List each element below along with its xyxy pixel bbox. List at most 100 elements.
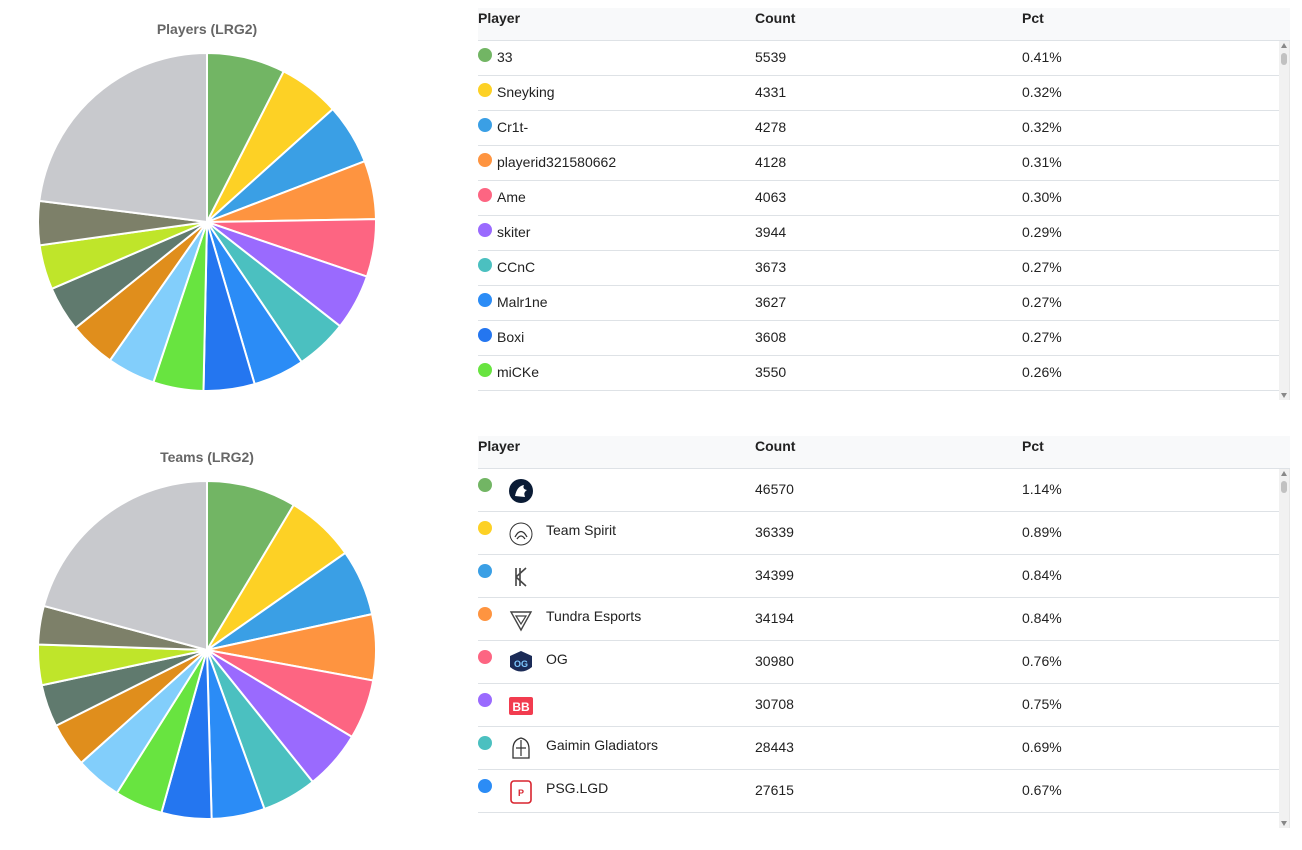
count-cell: 28443 [755,739,794,755]
tundra-logo [509,611,533,632]
table-row[interactable]: 34399 0.84% [478,555,1279,598]
scroll-thumb[interactable] [1281,481,1287,493]
teams-pie-chart: Teams (LRG2) [0,428,420,838]
header-pct[interactable]: Pct [1022,438,1044,454]
table-row[interactable]: 33 5539 0.41% [478,41,1279,76]
players-table-body[interactable]: miCKe 3550 0.26% Boxi 3608 0.27% Malr1ne 3627 0.… [478,41,1290,400]
legend-color-dot [478,693,492,707]
svg-text:P: P [518,788,524,798]
player-name[interactable]: Ame [497,189,526,205]
teams-pie-svg: Teams (LRG2) [37,449,377,820]
count-cell: 46570 [755,481,794,497]
teams-table-scrollbar[interactable] [1279,469,1289,828]
psglgd-logo: P [510,780,532,804]
team-name[interactable]: Team Spirit [546,522,617,538]
teams-table-body[interactable]: P PSG.LGD 27615 0.67% Gaimin Gladiators 28443… [478,469,1290,828]
players-pie-title: Players (LRG2) [157,21,257,37]
count-cell: 30708 [755,696,794,712]
player-name[interactable]: skiter [497,224,531,240]
table-row[interactable]: P PSG.LGD 27615 0.67% [478,770,1279,813]
team-name[interactable]: PSG.LGD [546,780,609,796]
og-logo: OG [510,651,532,672]
legend-color-dot [478,564,492,578]
pct-cell: 0.32% [1022,84,1062,100]
pie-slice-1[interactable] [206,479,296,654]
pct-cell: 0.76% [1022,653,1062,669]
pct-cell: 0.41% [1022,49,1062,65]
table-row[interactable]: Ame 4063 0.30% [478,181,1279,216]
legend-color-dot [478,118,492,132]
table-row[interactable]: 46570 1.14% [478,469,1279,512]
svg-text:OG: OG [514,659,528,669]
table-row[interactable]: OG OG 30980 0.76% [478,641,1279,684]
count-cell: 34194 [755,610,794,626]
pie-slice-16[interactable] [38,51,208,224]
count-cell: 34399 [755,567,794,583]
header-pct[interactable]: Pct [1022,10,1044,26]
count-cell: 4331 [755,84,787,100]
legend-color-dot [478,293,492,307]
player-name[interactable]: 33 [497,49,513,65]
scroll-down-icon[interactable] [1281,821,1287,826]
player-name[interactable]: Boxi [497,329,525,345]
count-cell: 3944 [755,224,787,240]
player-name[interactable]: Cr1t- [497,119,529,135]
table-row[interactable]: Tundra Esports 34194 0.84% [478,598,1279,641]
pct-cell: 0.75% [1022,696,1062,712]
table-row[interactable]: CCnC 3673 0.27% [478,251,1279,286]
legend-color-dot [478,48,492,62]
count-cell: 36339 [755,524,794,540]
header-player[interactable]: Player [478,10,521,26]
table-row[interactable]: Sneyking 4331 0.32% [478,76,1279,111]
header-count[interactable]: Count [755,10,796,26]
player-name[interactable]: Sneyking [497,84,555,100]
header-player[interactable]: Player [478,438,521,454]
table-row[interactable]: BB 30708 0.75% [478,684,1279,727]
bb-logo: BB [509,697,533,715]
player-name[interactable]: playerid321580662 [497,154,617,170]
scroll-up-icon[interactable] [1281,43,1287,48]
legend-color-dot [478,607,492,621]
players-table-scrollbar[interactable] [1279,41,1289,400]
pct-cell: 0.89% [1022,524,1062,540]
count-cell: 5539 [755,49,787,65]
legend-color-dot [478,521,492,535]
pct-cell: 0.32% [1022,119,1062,135]
legend-color-dot [478,328,492,342]
count-cell: 4128 [755,154,787,170]
pct-cell: 0.84% [1022,610,1062,626]
pie-slice-16[interactable] [42,479,208,652]
team-name[interactable]: Gaimin Gladiators [546,737,659,753]
table-row[interactable]: Gaimin Gladiators 28443 0.69% [478,727,1279,770]
player-name[interactable]: Malr1ne [497,294,548,310]
scroll-up-icon[interactable] [1281,471,1287,476]
players-pie-chart: Players (LRG2) [0,0,420,410]
table-row[interactable]: Boxi 3608 0.27% [478,321,1279,356]
table-row[interactable]: Malr1ne 3627 0.27% [478,286,1279,321]
gladiators-logo [512,737,530,759]
table-row[interactable]: Team Spirit 36339 0.89% [478,512,1279,555]
pct-cell: 0.67% [1022,782,1062,798]
table-row[interactable]: miCKe 3550 0.26% [478,356,1279,391]
teams-pie-title: Teams (LRG2) [160,449,254,465]
table-row[interactable]: skiter 3944 0.29% [478,216,1279,251]
count-cell: 4063 [755,189,787,205]
player-name[interactable]: miCKe [497,364,540,380]
legend-color-dot [478,258,492,272]
scroll-thumb[interactable] [1281,53,1287,65]
players-table-header: Player Count Pct [478,8,1290,41]
svg-text:BB: BB [512,700,530,714]
scroll-down-icon[interactable] [1281,393,1287,398]
pct-cell: 0.29% [1022,224,1062,240]
header-count[interactable]: Count [755,438,796,454]
table-row[interactable]: playerid321580662 4128 0.31% [478,146,1279,181]
team-name[interactable]: Tundra Esports [546,608,642,624]
table-row[interactable]: Cr1t- 4278 0.32% [478,111,1279,146]
pct-cell: 0.31% [1022,154,1062,170]
legend-color-dot [478,650,492,664]
legend-color-dot [478,188,492,202]
player-name[interactable]: CCnC [497,259,536,275]
count-cell: 30980 [755,653,794,669]
team-name[interactable]: OG [546,651,568,667]
count-cell: 3673 [755,259,787,275]
